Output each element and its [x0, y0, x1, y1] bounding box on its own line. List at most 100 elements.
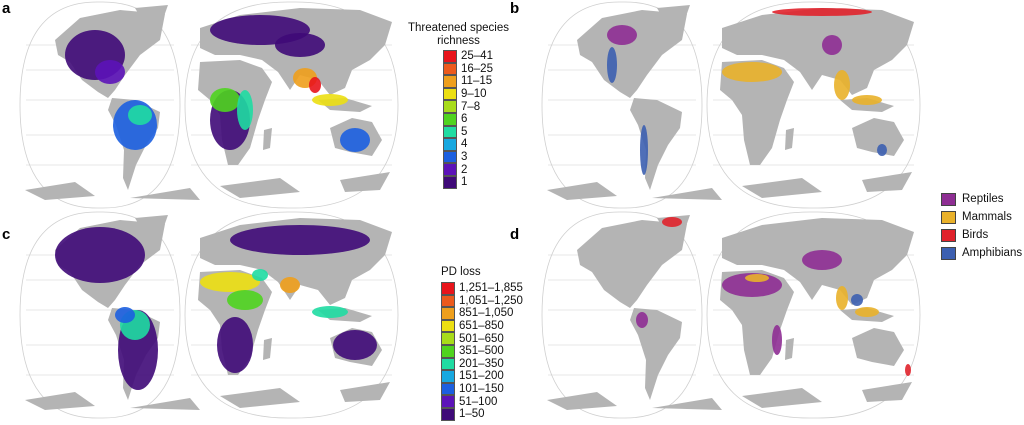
legend-swatch: [443, 100, 457, 113]
land-south-america: [630, 308, 682, 400]
data-region: [95, 60, 125, 84]
legend-swatch: [441, 407, 455, 421]
map-panel-a: [0, 0, 400, 210]
legend-swatch: [443, 175, 457, 189]
world-map: [541, 211, 921, 419]
legend-item: 11–15: [443, 75, 509, 88]
world-map: [19, 1, 399, 209]
land-antarctica-1: [547, 392, 617, 410]
land-greenland: [135, 215, 168, 240]
legend-swatch: [443, 75, 457, 88]
legend-swatch: [443, 138, 457, 151]
data-region: [217, 317, 253, 373]
legend-item: 1–50: [441, 407, 523, 421]
data-region: [640, 125, 648, 175]
legend-item: 351–500: [441, 344, 523, 358]
legend-swatch: [441, 319, 455, 333]
data-region: [252, 269, 268, 281]
legend-label: 201–350: [459, 357, 504, 370]
legend-swatch: [441, 332, 455, 345]
legend-item: 5: [443, 125, 509, 139]
legend-label: 25–41: [461, 50, 493, 63]
legend-swatch: [443, 50, 457, 63]
legend-title: PD loss: [441, 266, 481, 278]
data-region: [340, 128, 370, 152]
legend-label: 4: [461, 138, 468, 151]
data-region: [662, 217, 682, 227]
land-antarctica-4: [862, 382, 912, 402]
legend-swatch: [441, 282, 455, 295]
legend-classes: Reptiles Mammals Birds Amphibians: [941, 190, 1022, 262]
data-region: [836, 286, 848, 310]
land-antarctica-1: [25, 392, 95, 410]
land-antarctica-3: [220, 178, 300, 198]
land-antarctica-2: [652, 188, 722, 200]
legend-swatch: [443, 112, 457, 126]
data-region: [745, 274, 769, 282]
graticule-lobe: [541, 1, 703, 209]
land-antarctica-1: [547, 182, 617, 200]
legend-label: 151–200: [459, 370, 504, 383]
legend-item: 6: [443, 112, 509, 126]
legend-label: 16–25: [461, 62, 493, 75]
legend-item: 51–100: [441, 395, 523, 408]
legend-label: 51–100: [459, 395, 498, 408]
legend-swatch: [441, 357, 455, 371]
legend-item: Reptiles: [941, 190, 1022, 208]
land-australia: [852, 118, 904, 156]
land-antarctica-4: [340, 382, 390, 402]
legend-item: Birds: [941, 226, 1022, 244]
data-region: [128, 105, 152, 125]
land-antarctica-3: [742, 178, 822, 198]
legend-label: 501–650: [459, 332, 504, 345]
land-antarctica-4: [340, 172, 390, 192]
legend-item: 151–200: [441, 370, 523, 383]
panel-label-d: d: [510, 226, 520, 243]
legend-swatch: [441, 344, 455, 358]
legend-swatch: [441, 307, 455, 320]
legend-threatened-richness: Threatened species richness 25–41 16–25 11–…: [408, 22, 509, 189]
data-region: [312, 94, 348, 106]
data-region: [802, 250, 842, 270]
legend-item: 2: [443, 163, 509, 176]
legend-item: 651–850: [441, 319, 523, 333]
legend-swatch: [441, 395, 455, 408]
data-region: [200, 272, 260, 292]
land-madagascar: [785, 128, 794, 150]
graticule-lobe: [541, 211, 703, 419]
legend-swatch: [941, 210, 956, 224]
legend-label: 1: [461, 176, 468, 189]
graticule-lobe: [706, 1, 921, 209]
land-madagascar: [263, 128, 272, 150]
legend-swatch: [941, 228, 956, 242]
legend-swatch: [443, 87, 457, 101]
legend-item: 851–1,050: [441, 307, 523, 320]
legend-item: 501–650: [441, 332, 523, 345]
data-region: [851, 294, 863, 306]
world-map: [541, 1, 921, 209]
legend-label: 1–50: [459, 408, 485, 421]
legend-item: 201–350: [441, 357, 523, 371]
legend-item: 7–8: [443, 100, 509, 113]
land-australia: [852, 328, 904, 366]
legend-label: 851–1,050: [459, 307, 514, 320]
data-region: [227, 290, 263, 310]
data-region: [834, 70, 850, 100]
legend-item: 1,251–1,855: [441, 282, 523, 295]
data-region: [636, 312, 648, 328]
legend-item: Amphibians: [941, 244, 1022, 262]
graticule-lobe: [184, 211, 399, 419]
legend-pd-loss: PD loss 1,251–1,855 1,051–1,250 851–1,050 6…: [441, 266, 523, 421]
data-region: [722, 62, 782, 82]
legend-swatch: [441, 294, 455, 308]
data-region: [772, 325, 782, 355]
legend-label: 101–150: [459, 383, 504, 396]
legend-label: 5: [461, 125, 468, 138]
legend-label: Mammals: [962, 211, 1012, 223]
data-region: [309, 77, 321, 93]
graticule-lobe: [19, 1, 181, 209]
graticule-lobe: [19, 211, 181, 419]
land-antarctica-1: [25, 182, 95, 200]
legend-swatch: [443, 125, 457, 139]
panel-label-a: a: [2, 0, 11, 17]
